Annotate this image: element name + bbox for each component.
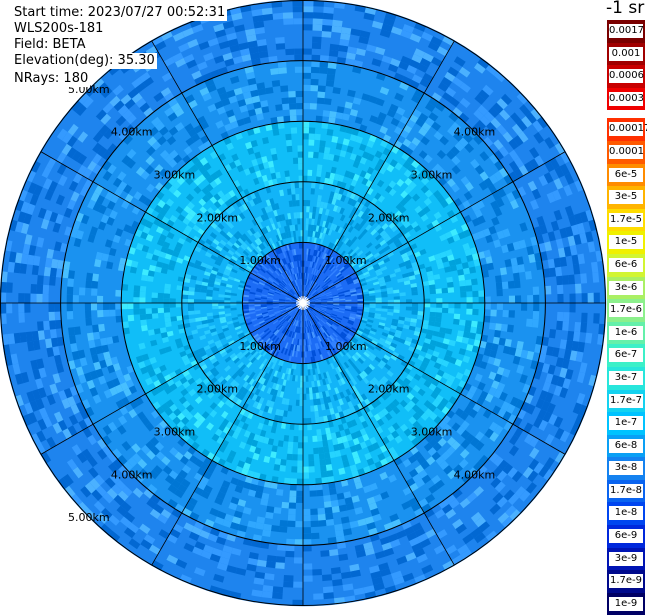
colorbar: 0.0017 0.001 0.0006 0.0003 0.00017 0.0001 6e-5… [607, 20, 647, 615]
colorbar-tick-label: 1.7e-8 [609, 483, 643, 498]
colorbar-swatch: 3e-8 [607, 457, 645, 480]
colorbar-swatch: 6e-9 [607, 525, 645, 548]
range-ring-label: 4.00km [111, 126, 153, 139]
colorbar-tick-label: 3e-5 [609, 190, 643, 205]
range-ring-label: 3.00km [154, 426, 196, 439]
colorbar-swatch: 3e-7 [607, 366, 645, 390]
colorbar-tick-label: 3e-8 [609, 461, 643, 476]
colorbar-swatch: 0.0006 [607, 65, 645, 88]
colorbar-swatch: 1e-8 [607, 502, 645, 526]
colorbar-tick-label: 6e-7 [609, 348, 643, 363]
colorbar-tick-label: 6e-5 [609, 167, 643, 182]
colorbar-tick-label: 0.0001 [609, 144, 644, 159]
elevation-text: Elevation(deg): 35.30 [12, 53, 157, 69]
colorbar-tick-label: 0.00017 [609, 122, 647, 137]
colorbar-swatch: 1.7e-5 [607, 208, 645, 232]
range-ring-label: 2.00km [197, 383, 239, 396]
range-ring-label: 5.00km [68, 511, 110, 524]
colorbar-swatch: 1e-6 [607, 321, 645, 345]
colorbar-swatch: 3e-5 [607, 186, 645, 209]
colorbar-swatch: 3e-9 [607, 547, 645, 571]
range-ring-label: 1.00km [239, 254, 281, 267]
range-ring-label: 4.00km [454, 126, 496, 139]
field-text: Field: BETA [12, 37, 88, 53]
colorbar-tick-label: 1.7e-5 [609, 212, 643, 227]
colorbar-swatch: 1e-5 [607, 231, 645, 254]
colorbar-tick-label: 3e-6 [609, 280, 643, 295]
colorbar-swatch: 1.7e-8 [607, 479, 645, 503]
colorbar-swatch: 1.7e-7 [607, 389, 645, 413]
colorbar-swatch: 0.00017 [607, 118, 647, 141]
colorbar-tick-label: 3e-7 [609, 370, 643, 385]
colorbar-swatch: 6e-8 [607, 434, 645, 458]
colorbar-unit-label: -1 sr [606, 0, 645, 18]
range-ring-label: 4.00km [454, 468, 496, 481]
colorbar-swatch: 1.7e-6 [607, 299, 645, 322]
colorbar-tick-label: 1.7e-7 [609, 393, 643, 408]
colorbar-tick-label: 6e-6 [609, 257, 643, 272]
colorbar-tick-label: 1e-8 [609, 506, 643, 521]
range-ring-label: 3.00km [154, 168, 196, 181]
instrument-name-text: WLS200s-181 [12, 21, 106, 37]
colorbar-swatch: 6e-5 [607, 163, 645, 187]
colorbar-swatch: 6e-6 [607, 253, 645, 277]
colorbar-swatch: 3e-6 [607, 276, 645, 300]
colorbar-tick-label: 6e-8 [609, 438, 643, 453]
range-ring-label: 4.00km [111, 468, 153, 481]
colorbar-tick-label: 0.0017 [609, 24, 644, 38]
nrays-text: NRays: 180 [12, 71, 91, 87]
range-ring-label: 2.00km [197, 211, 239, 224]
range-ring-label: 3.00km [411, 168, 453, 181]
range-ring-label: 1.00km [325, 254, 367, 267]
start-time-text: Start time: 2023/07/27 00:52:31 [12, 5, 228, 21]
colorbar-swatch: 6e-7 [607, 344, 645, 367]
colorbar-swatch: 1e-9 [607, 592, 645, 615]
colorbar-tick-label: 1.7e-6 [609, 303, 643, 318]
colorbar-tick-label: 3e-9 [609, 551, 643, 566]
center-marker [302, 300, 310, 304]
colorbar-swatch: 0.0001 [607, 140, 645, 164]
colorbar-tick-label: 6e-9 [609, 529, 643, 544]
colorbar-swatch: 0.001 [607, 42, 645, 66]
colorbar-tick-label: 1e-9 [609, 596, 643, 611]
colorbar-tick-label: 1e-5 [609, 235, 643, 250]
colorbar-tick-label: 1e-7 [609, 416, 643, 431]
colorbar-tick-label: 0.0003 [609, 91, 644, 106]
colorbar-tick-label: 0.0006 [609, 69, 644, 84]
beta-speckle-field [0, 0, 606, 606]
colorbar-tick-label: 1e-6 [609, 325, 643, 340]
range-ring-label: 3.00km [411, 426, 453, 439]
colorbar-swatch: 1e-7 [607, 412, 645, 435]
colorbar-gap [607, 110, 645, 118]
range-ring-label: 1.00km [239, 340, 281, 353]
colorbar-swatch: 1.7e-9 [607, 570, 645, 593]
range-ring-label: 2.00km [368, 211, 410, 224]
colorbar-tick-label: 0.001 [609, 46, 643, 61]
colorbar-swatch: 0.0017 [607, 20, 645, 43]
colorbar-swatch: 0.0003 [607, 87, 645, 111]
range-ring-label: 2.00km [368, 383, 410, 396]
colorbar-tick-label: 1.7e-9 [609, 574, 643, 589]
range-ring-label: 1.00km [325, 340, 367, 353]
